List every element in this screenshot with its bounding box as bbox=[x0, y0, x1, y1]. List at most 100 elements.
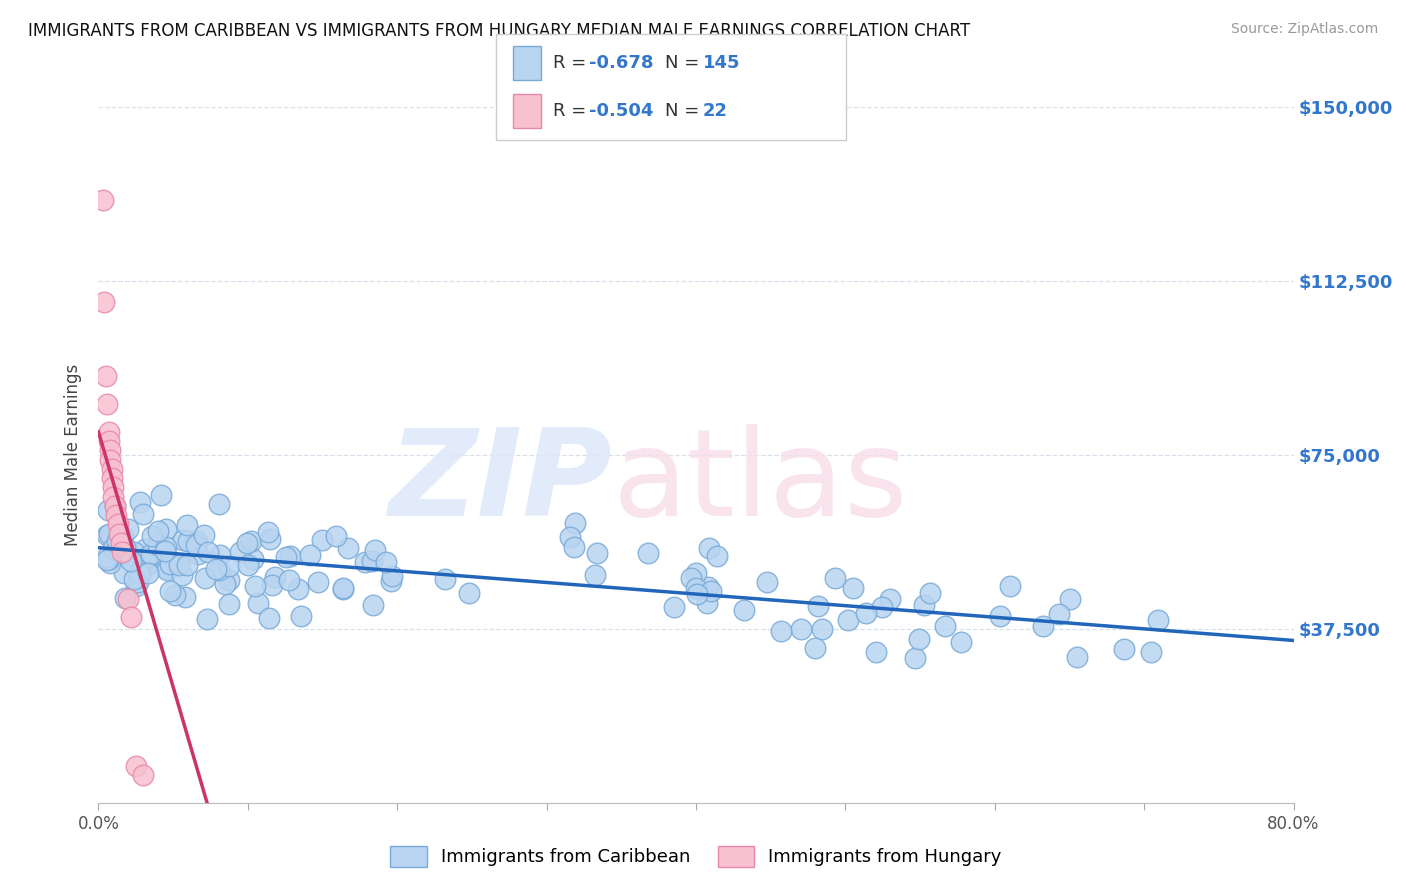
Point bbox=[204, 562, 226, 576]
Point bbox=[112, 566, 135, 580]
Point bbox=[120, 610, 142, 624]
Point bbox=[197, 545, 219, 559]
Point bbox=[790, 622, 813, 636]
Point bbox=[879, 591, 901, 606]
Point bbox=[163, 588, 186, 602]
Point bbox=[842, 582, 865, 596]
Point bbox=[218, 573, 240, 587]
Point bbox=[98, 552, 121, 566]
Text: -0.504: -0.504 bbox=[589, 102, 654, 120]
Point bbox=[1140, 645, 1163, 659]
Point bbox=[148, 538, 170, 552]
Point bbox=[127, 574, 149, 589]
Point bbox=[105, 533, 128, 548]
Point bbox=[96, 397, 118, 411]
Point bbox=[360, 554, 382, 568]
Text: N =: N = bbox=[665, 54, 704, 72]
Point bbox=[257, 610, 280, 624]
Point bbox=[696, 596, 718, 610]
Text: 22: 22 bbox=[703, 102, 728, 120]
Point bbox=[208, 563, 231, 577]
Point bbox=[132, 768, 155, 782]
Point bbox=[332, 582, 354, 597]
Point bbox=[101, 462, 124, 476]
Point bbox=[872, 600, 894, 615]
Point bbox=[276, 549, 298, 564]
Text: IMMIGRANTS FROM CARIBBEAN VS IMMIGRANTS FROM HUNGARY MEDIAN MALE EARNINGS CORREL: IMMIGRANTS FROM CARIBBEAN VS IMMIGRANTS … bbox=[28, 22, 970, 40]
Point bbox=[290, 608, 312, 623]
Point bbox=[155, 561, 177, 575]
Point bbox=[700, 583, 723, 598]
Point bbox=[685, 581, 707, 595]
Point bbox=[353, 555, 375, 569]
Point bbox=[208, 497, 231, 511]
Point bbox=[159, 557, 181, 571]
Point bbox=[299, 548, 322, 562]
Point bbox=[374, 555, 396, 569]
Point bbox=[105, 529, 128, 543]
Point bbox=[278, 573, 301, 587]
Point bbox=[950, 634, 973, 648]
Point bbox=[195, 612, 218, 626]
Point bbox=[156, 563, 179, 577]
Point bbox=[117, 591, 139, 606]
Point bbox=[100, 452, 122, 467]
Point bbox=[176, 558, 198, 573]
Point bbox=[1147, 613, 1170, 627]
Point bbox=[104, 500, 127, 514]
Point bbox=[101, 541, 124, 556]
Point bbox=[98, 526, 121, 541]
Point bbox=[170, 567, 193, 582]
Point bbox=[1112, 642, 1135, 657]
Point bbox=[246, 596, 269, 610]
Point bbox=[770, 624, 793, 638]
Point bbox=[586, 546, 609, 560]
Point bbox=[363, 543, 385, 558]
Point bbox=[108, 526, 131, 541]
Point bbox=[685, 587, 707, 601]
Point bbox=[134, 542, 156, 557]
Point bbox=[96, 527, 118, 541]
Point bbox=[103, 480, 125, 494]
Point bbox=[186, 534, 208, 549]
Point bbox=[209, 548, 232, 562]
Point bbox=[363, 598, 385, 612]
Point bbox=[807, 599, 830, 614]
Point bbox=[229, 545, 252, 559]
Point bbox=[107, 517, 129, 532]
Point bbox=[837, 614, 859, 628]
Point bbox=[332, 582, 354, 596]
Point bbox=[97, 434, 120, 448]
Point bbox=[260, 577, 283, 591]
Point bbox=[129, 564, 152, 578]
Legend: Immigrants from Caribbean, Immigrants from Hungary: Immigrants from Caribbean, Immigrants fr… bbox=[384, 838, 1008, 874]
Point bbox=[245, 579, 267, 593]
Point bbox=[325, 529, 347, 543]
Point bbox=[311, 533, 333, 547]
Point bbox=[803, 640, 825, 655]
Point bbox=[187, 548, 209, 562]
Point bbox=[218, 559, 240, 574]
Point bbox=[96, 553, 118, 567]
Point bbox=[679, 571, 702, 585]
Point bbox=[564, 516, 586, 531]
Point bbox=[903, 651, 925, 665]
Point bbox=[167, 558, 190, 573]
Point bbox=[114, 591, 136, 605]
Point bbox=[218, 597, 240, 611]
Point bbox=[1032, 619, 1054, 633]
Point bbox=[184, 538, 207, 552]
Point bbox=[141, 529, 163, 543]
Point bbox=[824, 571, 846, 585]
Text: Source: ZipAtlas.com: Source: ZipAtlas.com bbox=[1230, 22, 1378, 37]
Point bbox=[637, 546, 659, 560]
Point bbox=[855, 606, 877, 620]
Point bbox=[120, 554, 142, 568]
Point bbox=[177, 534, 200, 549]
Text: R =: R = bbox=[553, 102, 592, 120]
Point bbox=[96, 550, 118, 565]
Point bbox=[103, 490, 125, 504]
Point bbox=[381, 569, 404, 583]
Point bbox=[174, 590, 197, 604]
Point bbox=[176, 517, 198, 532]
